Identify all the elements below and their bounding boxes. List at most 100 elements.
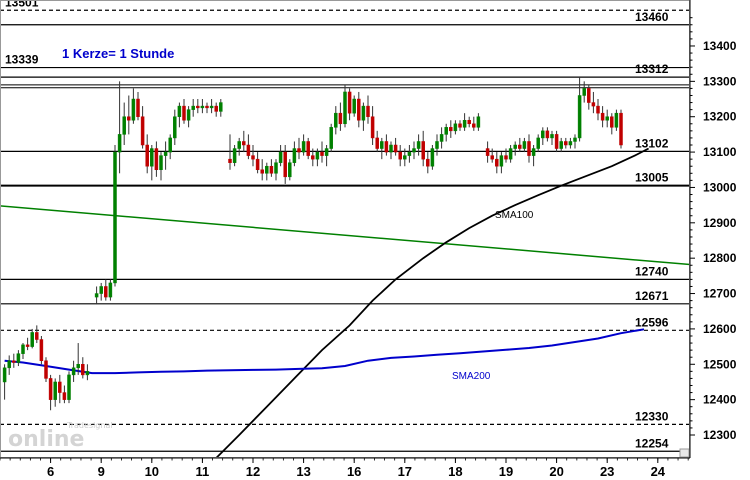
watermark-logo-text: online [8, 427, 84, 452]
candle-body [531, 148, 536, 156]
candle-body [35, 332, 39, 340]
candle-body [554, 134, 559, 149]
candle-body [384, 141, 389, 153]
x-tick-label: 23 [600, 464, 614, 479]
candle-body [403, 155, 407, 160]
candle-body [518, 144, 522, 149]
candle-body [53, 381, 57, 400]
annotation-text: 1 Kerze= 1 Stunde [62, 46, 174, 61]
candle-body [159, 155, 163, 171]
candle-body [444, 127, 448, 135]
candle-body [85, 371, 90, 376]
candle-body [150, 148, 154, 167]
candle-body [416, 141, 421, 149]
candle-body [67, 374, 71, 400]
candle-body [361, 105, 366, 121]
candle-body [476, 116, 481, 128]
candle-body [30, 332, 34, 347]
level-label-13005: 13005 [635, 171, 669, 185]
level-label-13312: 13312 [635, 62, 669, 76]
candle-body [246, 144, 251, 156]
level-label-13102: 13102 [635, 136, 669, 150]
candle-body [283, 151, 287, 178]
candle-body [582, 88, 586, 96]
x-tick-label: 12 [246, 464, 260, 479]
candle-body [338, 112, 343, 125]
candle-body [329, 127, 333, 149]
candle-body [99, 286, 103, 294]
candle-body [375, 137, 379, 149]
level-label-13460: 13460 [635, 10, 669, 24]
y-tick-label: 13100 [703, 145, 737, 159]
y-tick-label: 13300 [703, 74, 737, 88]
x-tick-label: 11 [196, 464, 210, 479]
candle-body [412, 148, 416, 153]
sma200-line [4, 328, 645, 375]
level-label-13339: 13339 [5, 53, 39, 67]
candle-body [62, 392, 67, 400]
candle-body [196, 105, 200, 109]
x-tick-label: 18 [448, 464, 462, 479]
y-tick-label: 12600 [703, 322, 737, 336]
candle-body [16, 353, 21, 363]
y-tick-label: 12700 [703, 287, 737, 301]
candle-body [499, 155, 504, 167]
candle-body [568, 141, 573, 146]
candle-body [513, 144, 517, 149]
level-label-12330: 12330 [635, 409, 669, 423]
candle-body [490, 155, 494, 160]
x-tick-label: 13 [296, 464, 310, 479]
candle-body [587, 88, 591, 103]
candle-body [504, 155, 508, 160]
candle-body [324, 148, 329, 156]
candle-body [485, 148, 490, 156]
candle-body [564, 141, 568, 146]
x-tick-label: 6 [47, 464, 54, 479]
candle-body [430, 148, 435, 167]
candle-body [237, 141, 241, 149]
candle-body [145, 144, 149, 167]
candle-body [260, 169, 264, 174]
candle-body [154, 148, 159, 171]
candles-layer [2, 77, 623, 411]
candle-body [205, 105, 209, 109]
candle-body [255, 158, 260, 171]
candle-body [426, 158, 430, 167]
candle-body [343, 91, 347, 125]
candle-body [140, 116, 145, 146]
candle-body [177, 105, 182, 117]
x-tick-label: 20 [549, 464, 563, 479]
candle-body [311, 155, 315, 160]
candle-body [389, 144, 393, 153]
candle-body [186, 109, 191, 121]
candle-body [44, 360, 48, 379]
x-tick-label: 10 [145, 464, 159, 479]
level-label-12596: 12596 [635, 315, 669, 329]
candle-body [541, 130, 545, 139]
candle-body [407, 151, 412, 156]
x-tick-label: 19 [499, 464, 513, 479]
candle-body [453, 123, 458, 132]
sma100-line [215, 147, 650, 459]
candle-body [173, 116, 177, 139]
x-tick-label: 24 [651, 464, 666, 479]
candle-body [619, 112, 623, 146]
y-tick-label: 12500 [703, 357, 737, 371]
candle-body [320, 151, 324, 156]
x-tick-label: 9 [98, 464, 105, 479]
candle-body [301, 141, 306, 153]
candle-body [168, 137, 172, 153]
candle-body [136, 98, 140, 117]
candle-body [278, 151, 283, 163]
candle-body [71, 367, 76, 376]
level-label-12740: 12740 [635, 264, 669, 278]
candle-body [458, 123, 462, 128]
y-tick-label: 13200 [703, 110, 737, 124]
x-tick-label: 17 [398, 464, 412, 479]
candle-body [81, 364, 85, 376]
candle-body [104, 286, 108, 298]
candle-body [200, 105, 205, 109]
candle-body [550, 134, 554, 139]
